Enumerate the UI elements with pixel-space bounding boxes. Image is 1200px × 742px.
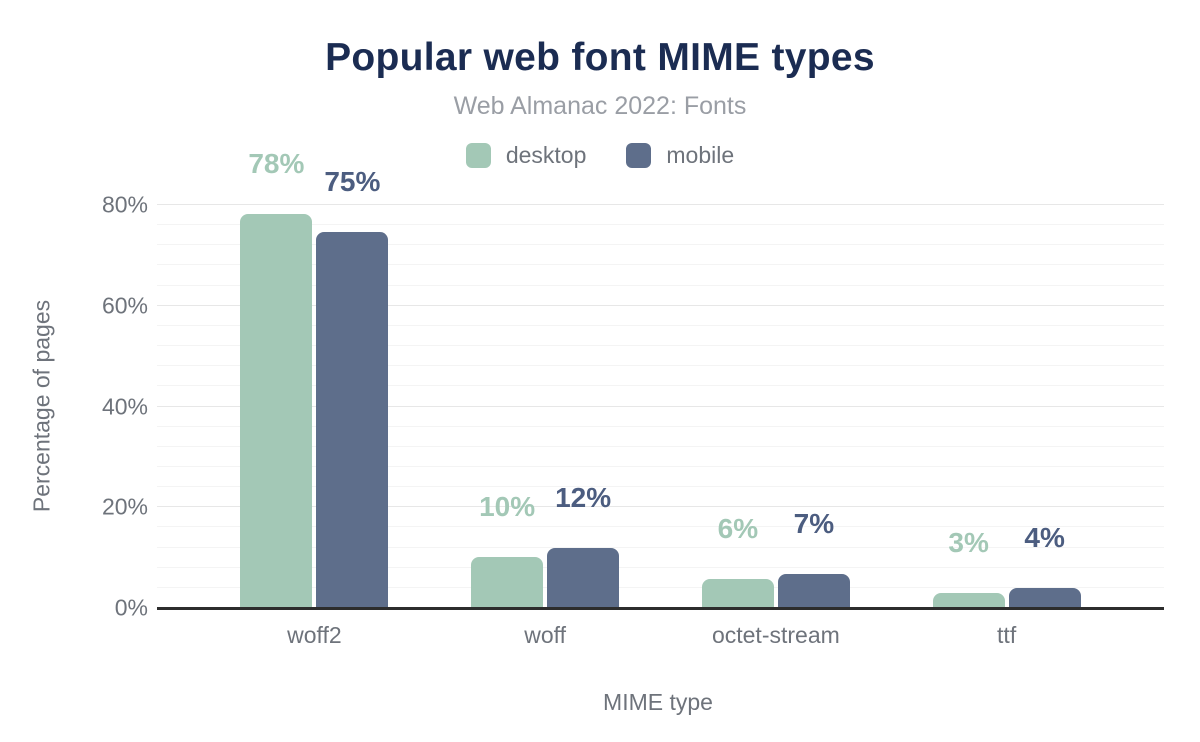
x-tick-label-octet-stream: octet-stream xyxy=(711,622,840,648)
x-tick-label-woff: woff xyxy=(524,622,567,648)
bar-mobile-woff[interactable] xyxy=(547,548,620,607)
gridline-major xyxy=(157,405,1164,407)
gridline-minor xyxy=(157,465,1164,467)
gridline-minor xyxy=(157,324,1164,326)
data-label-mobile-ttf: 4% xyxy=(1024,522,1065,554)
data-label-desktop-octet-stream: 6% xyxy=(717,512,759,544)
gridline-minor xyxy=(157,425,1164,427)
bar-mobile-ttf[interactable] xyxy=(1008,588,1081,607)
bar-desktop-woff[interactable] xyxy=(471,556,544,607)
bar-mobile-woff2[interactable] xyxy=(316,231,389,607)
gridline-minor xyxy=(157,486,1164,488)
gridline-minor xyxy=(157,526,1164,528)
legend-label-mobile: mobile xyxy=(666,142,735,168)
legend-swatch-mobile-icon xyxy=(626,143,652,168)
gridline-minor xyxy=(157,224,1164,226)
gridline-minor xyxy=(157,385,1164,387)
y-tick-label: 60% xyxy=(101,292,148,319)
data-label-desktop-woff: 10% xyxy=(479,490,536,522)
y-tick-label: 0% xyxy=(114,594,148,621)
x-axis-title: MIME type xyxy=(603,689,713,715)
legend-item-mobile[interactable]: mobile xyxy=(626,142,734,169)
legend-item-desktop[interactable]: desktop xyxy=(465,142,587,169)
chart-title: Popular web font MIME types xyxy=(325,36,875,79)
y-tick-label: 20% xyxy=(101,493,148,520)
gridline-minor xyxy=(157,244,1164,246)
bar-desktop-woff2[interactable] xyxy=(240,214,313,607)
gridline-minor xyxy=(157,284,1164,286)
gridline-minor xyxy=(157,345,1164,347)
legend-label-desktop: desktop xyxy=(505,142,587,168)
gridline-major xyxy=(157,304,1164,306)
x-axis-line xyxy=(157,607,1164,610)
gridline-minor xyxy=(157,365,1164,367)
x-tick-label-woff2: woff2 xyxy=(287,622,342,648)
legend-swatch-desktop-icon xyxy=(465,143,491,168)
data-label-mobile-woff2: 75% xyxy=(324,165,381,197)
bar-desktop-ttf[interactable] xyxy=(932,592,1005,607)
gridline-minor xyxy=(157,566,1164,568)
data-label-mobile-octet-stream: 7% xyxy=(793,508,835,540)
gridline-minor xyxy=(157,445,1164,447)
bar-desktop-octet-stream[interactable] xyxy=(701,578,774,607)
data-label-desktop-woff2: 78% xyxy=(248,148,305,180)
gridline-minor xyxy=(157,264,1164,266)
y-tick-label: 80% xyxy=(101,191,148,218)
gridline-major xyxy=(157,204,1164,205)
y-tick-label: 40% xyxy=(101,393,148,419)
gridline-major xyxy=(157,506,1164,508)
bar-mobile-octet-stream[interactable] xyxy=(777,574,850,607)
legend: desktop mobile xyxy=(0,142,1200,169)
gridline-minor xyxy=(157,546,1164,548)
gridline-minor xyxy=(157,586,1164,588)
chart-subtitle: Web Almanac 2022: Fonts xyxy=(453,92,747,120)
x-tick-label-ttf: ttf xyxy=(997,622,1017,648)
data-label-mobile-woff: 12% xyxy=(555,482,612,514)
data-label-desktop-ttf: 3% xyxy=(948,526,989,558)
